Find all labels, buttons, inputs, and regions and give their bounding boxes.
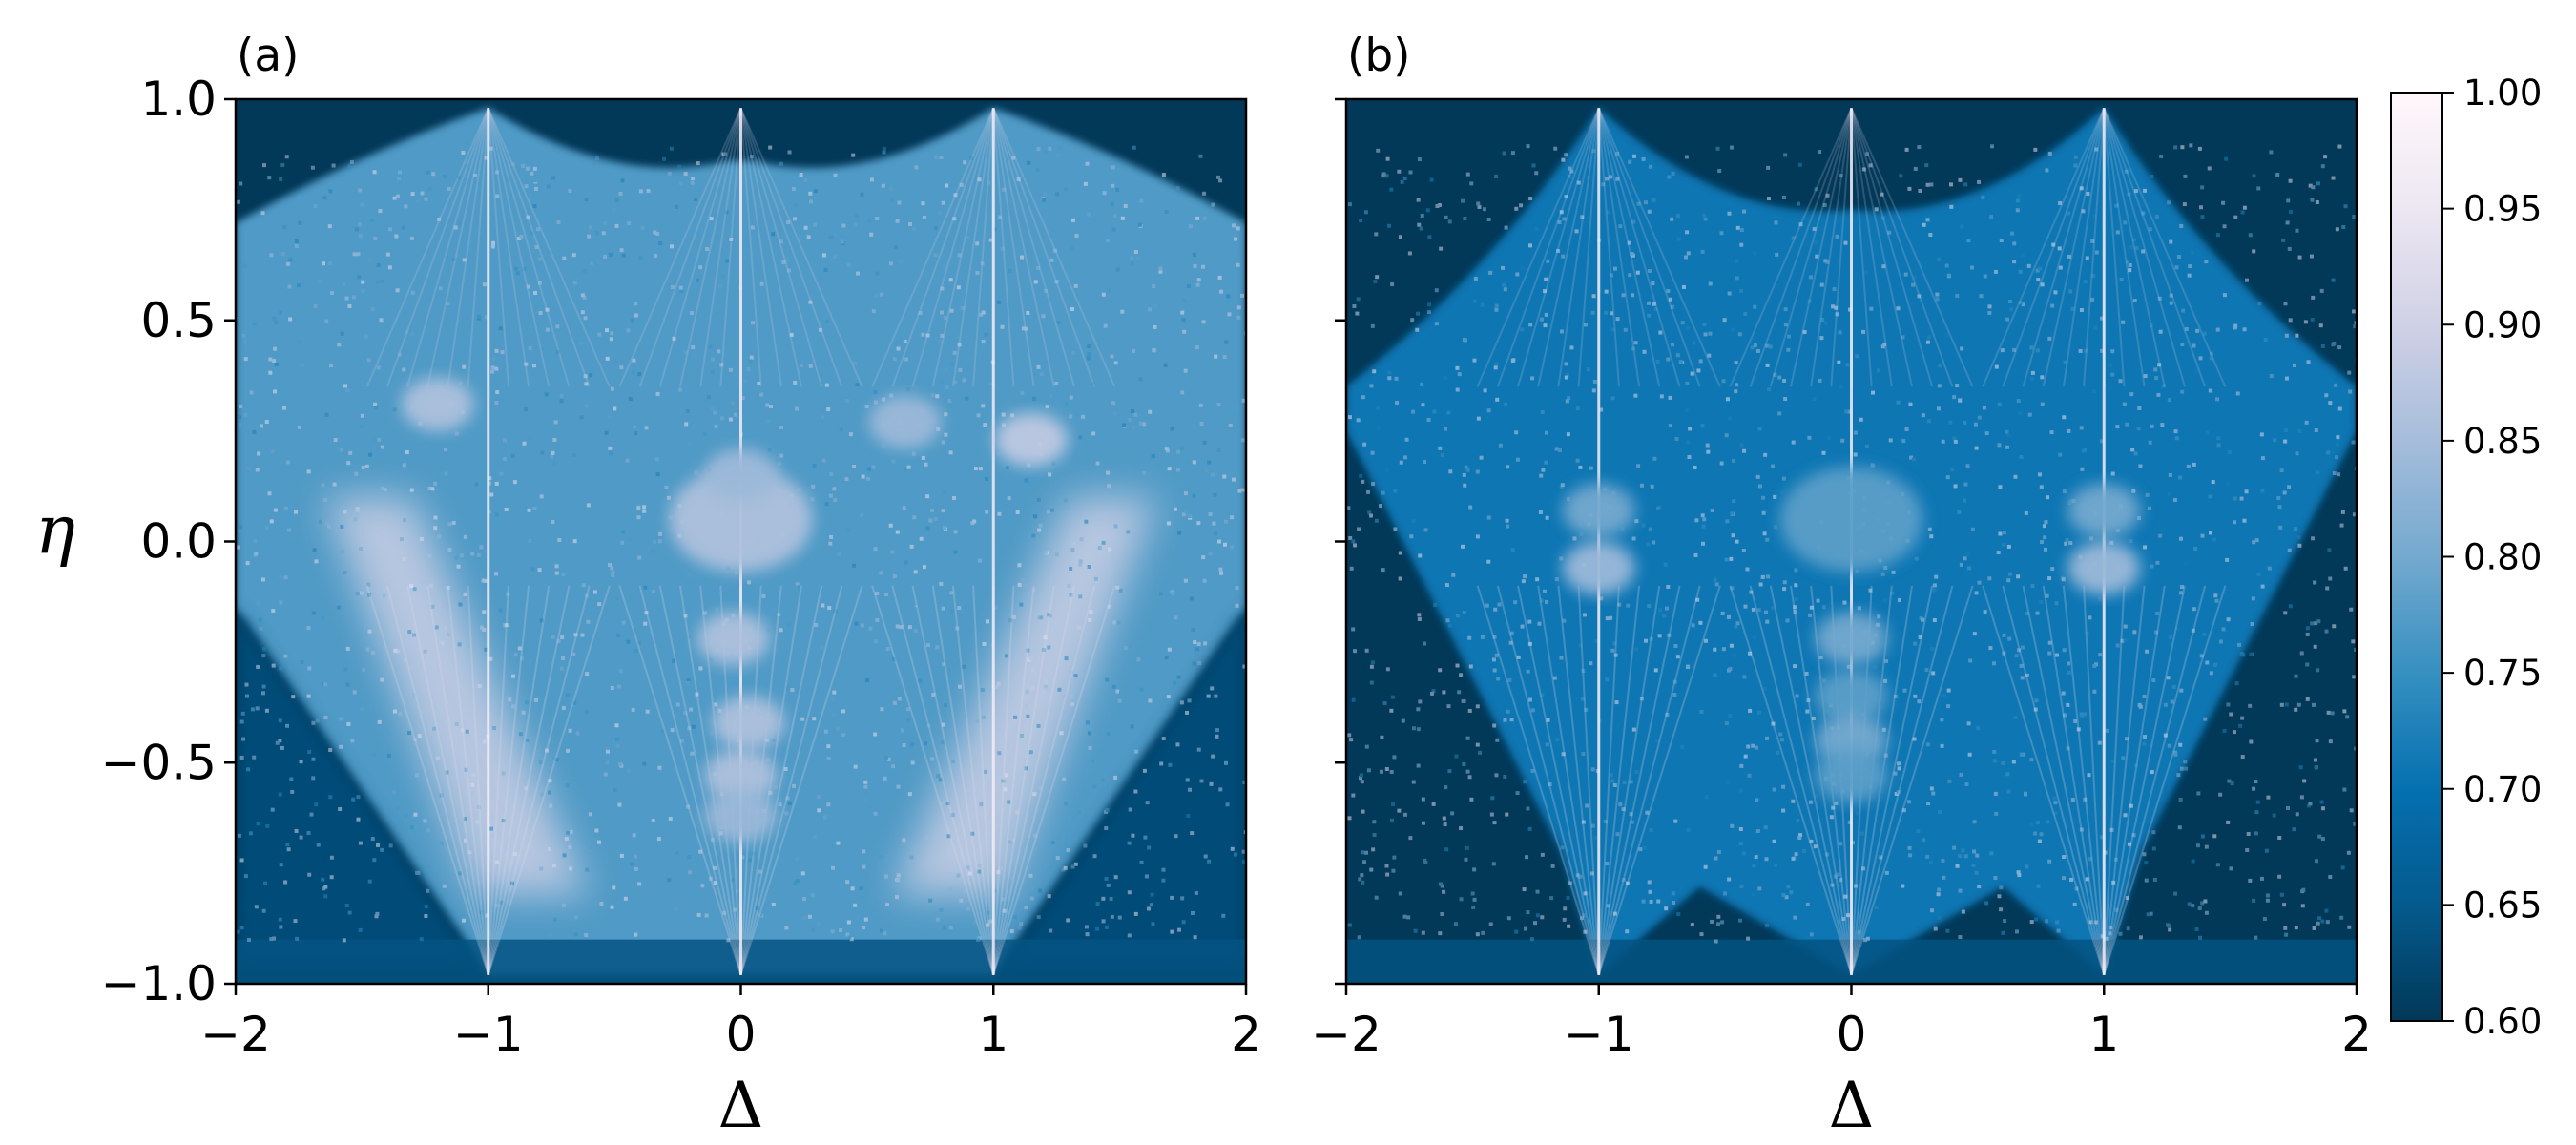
blob-0 bbox=[669, 467, 813, 572]
heatmap-speckle bbox=[236, 145, 1246, 943]
heatmap-image-b bbox=[1346, 99, 2357, 984]
colorbar-tick-label: 0.60 bbox=[2463, 1001, 2542, 1042]
heatmap-panel-b: −2 −1 0 1 2 (b) Δ bbox=[1311, 30, 2372, 1142]
colorbar-tick-label: 0.90 bbox=[2463, 304, 2542, 345]
x-tick-label: −2 bbox=[200, 1007, 271, 1062]
x-axis-b: −2 −1 0 1 2 bbox=[1311, 984, 2372, 1062]
colorbar-tick-label: 0.65 bbox=[2463, 885, 2542, 926]
colorbar-tick-label: 0.85 bbox=[2463, 421, 2542, 462]
x-tick-label: 1 bbox=[2088, 1007, 2119, 1062]
colorbar-tick-label: 0.75 bbox=[2463, 653, 2542, 694]
colorbar-tick-label: 0.70 bbox=[2463, 769, 2542, 810]
blob-6 bbox=[704, 749, 778, 803]
blob-5 bbox=[1815, 612, 1888, 666]
heatmap-speckle bbox=[1346, 143, 2357, 944]
blob-8 bbox=[1815, 749, 1888, 803]
bright-wedge-right bbox=[892, 497, 1158, 896]
heatmap-image-a bbox=[236, 99, 1246, 984]
blob-2 bbox=[994, 412, 1068, 467]
y-tick-label: 0.5 bbox=[140, 293, 217, 348]
spine-2 bbox=[871, 107, 1116, 976]
x-axis-label-b: Δ bbox=[1829, 1069, 1875, 1142]
y-axis-label: η bbox=[35, 491, 75, 570]
panel-label-a: (a) bbox=[237, 30, 299, 82]
blob-4 bbox=[1779, 467, 1923, 572]
panel-label-b: (b) bbox=[1347, 30, 1411, 82]
colorbar-tick-label: 0.95 bbox=[2463, 189, 2542, 230]
heatmap-panel-a: −2 −1 0 1 2 1.0 0.5 0.0 −0.5 −1.0 (a) Δ η bbox=[35, 30, 1261, 1142]
spine-0 bbox=[365, 107, 611, 976]
blob-4 bbox=[696, 612, 770, 666]
colorbar-ticks: 1.00 0.95 0.90 0.85 0.80 0.75 0.70 0.65 0.60 bbox=[2442, 73, 2542, 1042]
y-tick-label: 1.0 bbox=[140, 72, 217, 127]
x-axis-a: −2 −1 0 1 2 bbox=[200, 984, 1261, 1062]
blob-1 bbox=[1562, 541, 1635, 595]
y-tick-label: −1.0 bbox=[101, 956, 217, 1011]
blob-1 bbox=[868, 395, 942, 449]
blob-7 bbox=[704, 788, 778, 843]
colorbar-gradient bbox=[2390, 92, 2443, 1022]
x-tick-label: −2 bbox=[1311, 1007, 1381, 1062]
blob-8 bbox=[704, 448, 778, 502]
colorbar-tick-label: 1.00 bbox=[2463, 73, 2542, 114]
blob-2 bbox=[2067, 484, 2141, 538]
bright-wedge-left bbox=[323, 497, 590, 896]
y-axis-a: 1.0 0.5 0.0 −0.5 −1.0 bbox=[101, 72, 236, 1011]
y-tick-label: 0.0 bbox=[140, 514, 217, 570]
spine-0 bbox=[1476, 107, 1721, 976]
blob-0 bbox=[1562, 484, 1635, 538]
x-tick-label: 1 bbox=[978, 1007, 1008, 1062]
x-tick-label: 2 bbox=[2341, 1007, 2372, 1062]
colorbar: 1.00 0.95 0.90 0.85 0.80 0.75 0.70 0.65 0.60 bbox=[2390, 73, 2542, 1042]
x-tick-label: −1 bbox=[1564, 1007, 1634, 1062]
x-tick-label: 2 bbox=[1231, 1007, 1261, 1062]
blob-6 bbox=[1815, 669, 1888, 723]
colorbar-tick-label: 0.80 bbox=[2463, 537, 2542, 578]
blob-3 bbox=[2067, 541, 2141, 595]
y-axis-b bbox=[1335, 97, 1346, 986]
x-tick-label: 0 bbox=[726, 1007, 757, 1062]
x-axis-label-a: Δ bbox=[718, 1069, 764, 1142]
blob-5 bbox=[712, 696, 785, 750]
x-tick-label: 0 bbox=[1837, 1007, 1867, 1062]
x-tick-label: −1 bbox=[453, 1007, 524, 1062]
blob-3 bbox=[401, 377, 474, 431]
y-tick-label: −0.5 bbox=[101, 735, 217, 790]
